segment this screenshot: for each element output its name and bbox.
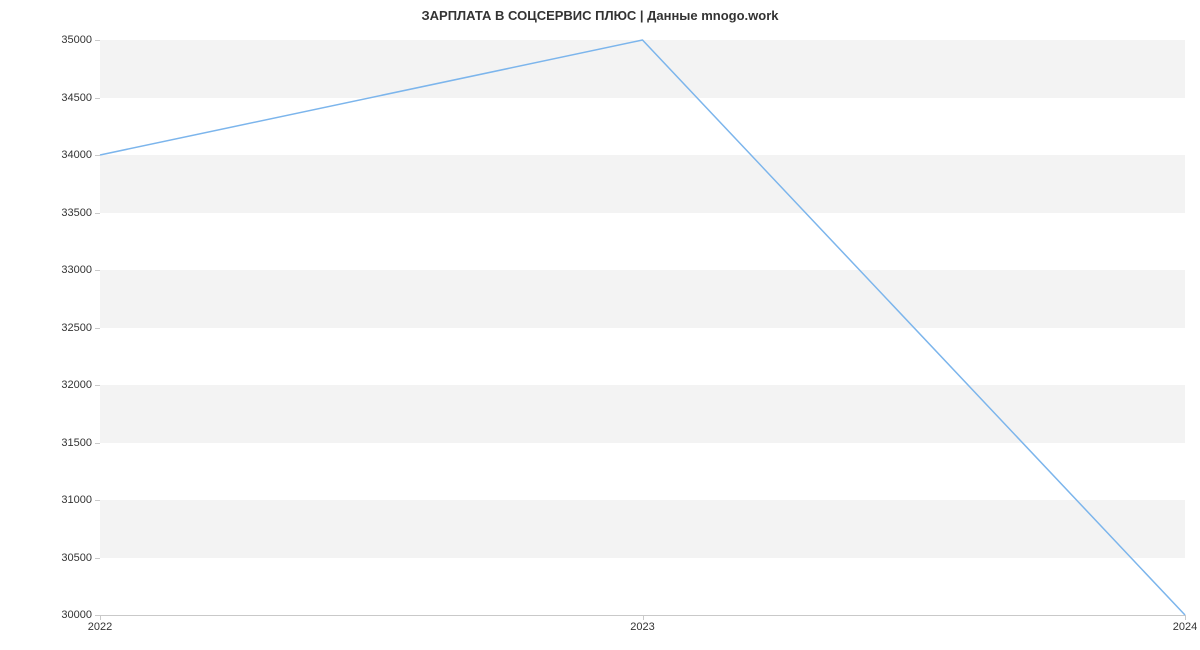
chart-container: ЗАРПЛАТА В СОЦСЕРВИС ПЛЮС | Данные mnogo… <box>0 0 1200 650</box>
y-tick-label: 35000 <box>61 34 100 46</box>
y-tick-label: 33500 <box>61 207 100 219</box>
x-tick-label: 2022 <box>88 615 112 633</box>
y-tick-label: 32000 <box>61 379 100 391</box>
plot-area: 3000030500310003150032000325003300033500… <box>100 40 1185 615</box>
x-tick-label: 2024 <box>1173 615 1197 633</box>
y-tick-label: 30500 <box>61 552 100 564</box>
x-axis-line <box>100 615 1185 616</box>
series-line <box>100 40 1185 615</box>
y-tick-label: 34000 <box>61 149 100 161</box>
series-layer <box>100 40 1185 615</box>
y-tick-label: 32500 <box>61 322 100 334</box>
y-tick-label: 33000 <box>61 264 100 276</box>
y-tick-label: 34500 <box>61 92 100 104</box>
x-tick-label: 2023 <box>630 615 654 633</box>
y-tick-label: 31500 <box>61 437 100 449</box>
y-tick-label: 31000 <box>61 494 100 506</box>
chart-title: ЗАРПЛАТА В СОЦСЕРВИС ПЛЮС | Данные mnogo… <box>0 8 1200 23</box>
